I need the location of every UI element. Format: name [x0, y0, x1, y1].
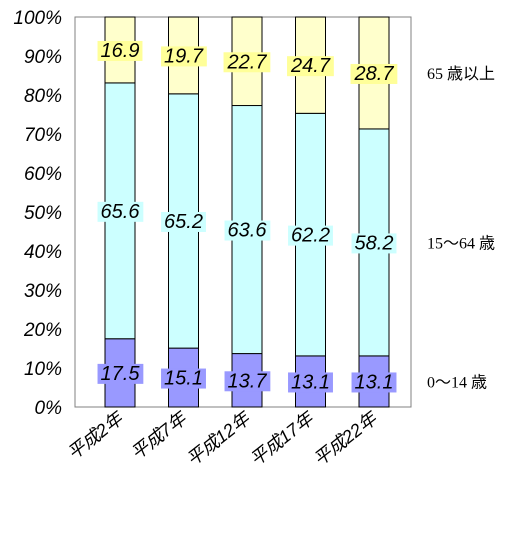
y-tick-label: 20%	[23, 320, 62, 341]
data-label-1-1: 17.5	[97, 363, 144, 385]
y-tick-label: 60%	[24, 164, 62, 185]
x-tick-label: 平成2年	[64, 407, 128, 463]
y-tick-label: 40%	[24, 242, 62, 263]
legend-label-1: 0～14 歳	[427, 373, 487, 391]
svg-text:62.2: 62.2	[291, 225, 330, 247]
x-tick-label: 平成7年	[127, 407, 191, 463]
data-label-3-4: 24.7	[287, 55, 334, 77]
svg-text:24.7: 24.7	[290, 55, 331, 77]
legend-label-2: 15～64 歳	[427, 234, 495, 252]
y-tick-label: 70%	[24, 125, 62, 146]
svg-text:13.1: 13.1	[355, 371, 394, 393]
svg-text:15.1: 15.1	[164, 368, 203, 390]
y-tick-label: 100%	[13, 8, 62, 29]
data-label-2-2: 65.2	[161, 211, 206, 233]
y-tick-label: 10%	[24, 359, 62, 380]
data-label-3-2: 19.7	[161, 45, 207, 67]
data-label-2-5: 58.2	[351, 232, 397, 254]
data-label-1-5: 13.1	[351, 371, 397, 393]
svg-text:19.7: 19.7	[164, 45, 204, 67]
svg-text:28.7: 28.7	[354, 63, 395, 85]
data-label-3-3: 22.7	[223, 51, 271, 73]
data-label-1-3: 13.7	[224, 370, 271, 392]
svg-text:13.1: 13.1	[291, 371, 330, 393]
y-tick-label: 50%	[24, 203, 62, 224]
data-label-3-5: 28.7	[350, 63, 398, 85]
svg-text:17.5: 17.5	[101, 363, 141, 385]
svg-text:16.9: 16.9	[101, 40, 140, 62]
y-tick-label: 90%	[24, 47, 62, 68]
x-tick-label: 平成22年	[310, 407, 382, 470]
svg-text:65.6: 65.6	[101, 201, 141, 223]
y-tick-label: 0%	[35, 398, 63, 419]
legend-label-3: 65 歳以上	[427, 65, 495, 83]
data-label-3-1: 16.9	[97, 40, 143, 62]
data-label-2-1: 65.6	[97, 201, 144, 223]
svg-text:63.6: 63.6	[228, 220, 268, 242]
y-tick-label: 30%	[24, 281, 62, 302]
data-label-2-3: 63.6	[224, 220, 271, 242]
y-tick-label: 80%	[24, 86, 62, 107]
svg-text:13.7: 13.7	[228, 370, 268, 392]
x-tick-label: 平成17年	[246, 407, 318, 470]
data-label-1-2: 15.1	[161, 368, 206, 390]
svg-text:65.2: 65.2	[164, 211, 203, 233]
svg-text:22.7: 22.7	[227, 51, 268, 73]
svg-text:58.2: 58.2	[355, 232, 394, 254]
data-label-2-4: 62.2	[288, 225, 333, 247]
data-label-1-4: 13.1	[288, 371, 333, 393]
x-tick-label: 平成12年	[183, 407, 255, 470]
